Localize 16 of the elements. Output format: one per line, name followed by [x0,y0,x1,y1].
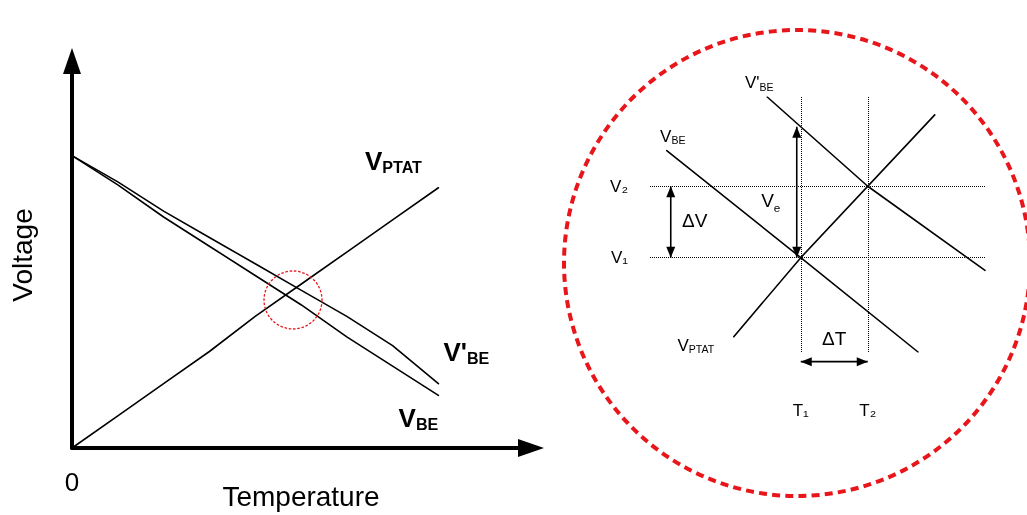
series-label: VBE [398,403,439,434]
ref-line-label: V₁ [610,248,629,268]
series-label: V'BE [443,336,490,367]
x-axis-title: Temperature [222,480,380,512]
ref-line-label: V₂ [610,176,628,196]
annotation: ΔV [682,209,708,231]
x-tick-label: T₂ [859,401,877,420]
series-label: VBE [660,126,686,147]
series-label: VPTAT [677,335,715,355]
x-tick-label: T₁ [792,401,810,420]
series-label: VPTAT [364,145,423,176]
y-axis-title: Voltage [6,208,38,302]
text: 0 [64,466,80,497]
annotation: ΔT [822,327,847,349]
series-label: V'BE [744,73,774,93]
annotation: V$_{e}$ [761,190,781,214]
